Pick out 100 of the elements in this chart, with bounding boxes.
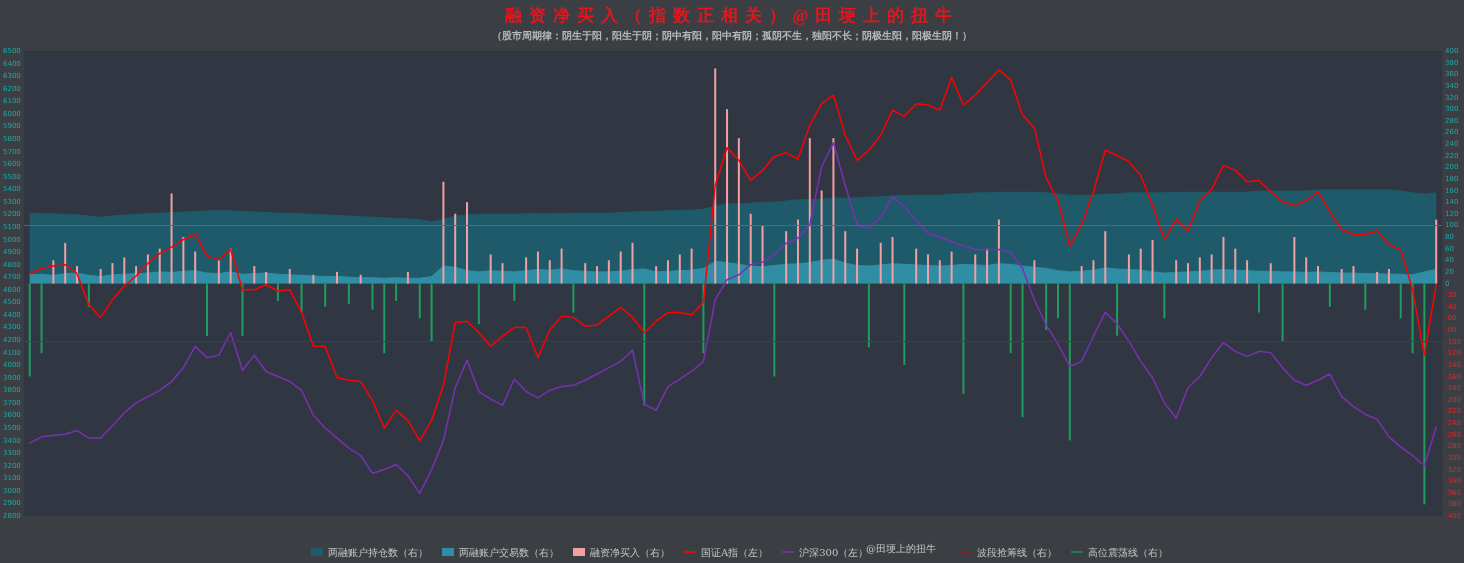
bar bbox=[442, 181, 445, 284]
bar bbox=[1163, 283, 1166, 319]
bar bbox=[832, 138, 835, 284]
line-series bbox=[28, 141, 1437, 495]
bar bbox=[1210, 254, 1213, 284]
bar bbox=[324, 283, 327, 307]
bar bbox=[1175, 260, 1178, 284]
bar bbox=[1352, 266, 1355, 284]
bar bbox=[525, 257, 528, 284]
bar bbox=[572, 283, 575, 313]
bar bbox=[1293, 237, 1296, 284]
bar bbox=[962, 283, 965, 394]
bar bbox=[997, 219, 1000, 284]
bar bbox=[40, 283, 43, 354]
bar bbox=[1198, 257, 1201, 284]
bar bbox=[903, 283, 906, 365]
bar bbox=[1269, 263, 1272, 284]
bar bbox=[761, 225, 764, 284]
bar bbox=[336, 271, 339, 284]
bar bbox=[466, 202, 469, 284]
bar bbox=[986, 248, 989, 284]
bar bbox=[1340, 268, 1343, 284]
bar bbox=[726, 109, 729, 284]
bar bbox=[300, 283, 303, 313]
bar bbox=[1151, 239, 1154, 284]
bar bbox=[1423, 283, 1426, 505]
bar bbox=[1387, 268, 1390, 284]
bar bbox=[891, 237, 894, 284]
bar bbox=[584, 263, 587, 284]
bar bbox=[808, 138, 811, 284]
bar bbox=[820, 190, 823, 284]
bar bbox=[265, 271, 268, 284]
bar bbox=[1033, 260, 1036, 284]
bar bbox=[194, 251, 197, 284]
bar bbox=[737, 138, 740, 284]
bar bbox=[1328, 283, 1331, 307]
bar bbox=[1139, 248, 1142, 284]
bar bbox=[1222, 237, 1225, 284]
bar bbox=[489, 254, 492, 284]
bar bbox=[146, 254, 149, 284]
bar bbox=[1056, 283, 1059, 319]
bar bbox=[359, 274, 362, 284]
bar bbox=[1399, 283, 1402, 319]
bar bbox=[560, 248, 563, 284]
bar bbox=[52, 260, 55, 284]
bar bbox=[950, 251, 953, 284]
bar bbox=[206, 283, 209, 336]
bar bbox=[879, 242, 882, 284]
bar bbox=[749, 213, 752, 284]
bar bbox=[655, 266, 658, 284]
bar bbox=[182, 237, 185, 284]
bar bbox=[1364, 283, 1367, 310]
bar bbox=[1234, 248, 1237, 284]
bar bbox=[64, 242, 67, 284]
bar bbox=[1080, 266, 1083, 284]
bar bbox=[1305, 257, 1308, 284]
bar bbox=[170, 193, 173, 284]
bar bbox=[926, 254, 929, 284]
bar bbox=[501, 263, 504, 284]
bar bbox=[158, 248, 161, 284]
bar bbox=[785, 231, 788, 284]
chart-subtitle: （股市周期律：阴生于阳，阳生于阴；阴中有阳，阳中有阴；孤阴不生，独阳不长；阴极生阳，阳极生阴！） bbox=[492, 29, 972, 43]
bar bbox=[1068, 283, 1071, 441]
bar bbox=[312, 274, 315, 284]
bar bbox=[631, 242, 634, 284]
bar bbox=[1257, 283, 1260, 313]
bar bbox=[1376, 271, 1379, 284]
bar bbox=[1009, 283, 1012, 354]
bar bbox=[288, 268, 291, 284]
bar bbox=[418, 283, 421, 319]
bar bbox=[607, 260, 610, 284]
bar bbox=[111, 263, 114, 284]
bar bbox=[1246, 260, 1249, 284]
bar bbox=[241, 283, 244, 336]
bar bbox=[1092, 260, 1095, 284]
bar bbox=[1127, 254, 1130, 284]
bar bbox=[915, 248, 918, 284]
bar bbox=[773, 283, 776, 377]
bar bbox=[513, 283, 516, 301]
bar bbox=[123, 257, 126, 284]
bar bbox=[938, 260, 941, 284]
bar bbox=[454, 213, 457, 284]
bar bbox=[796, 219, 799, 284]
bar bbox=[714, 68, 717, 284]
bar bbox=[1116, 283, 1119, 336]
bar bbox=[1104, 231, 1107, 284]
bar bbox=[1281, 283, 1284, 342]
legend-label: 两融账户持仓数（右） bbox=[328, 546, 428, 558]
legend-label: 两融账户交易数（右） bbox=[459, 546, 559, 558]
bar bbox=[690, 248, 693, 284]
bar bbox=[844, 231, 847, 284]
bar bbox=[1435, 219, 1438, 284]
legend-label: 国证A指（左） bbox=[701, 546, 769, 558]
bar bbox=[596, 266, 599, 284]
bar bbox=[536, 251, 539, 284]
bar bbox=[974, 254, 977, 284]
bar bbox=[856, 248, 859, 284]
bar bbox=[99, 268, 102, 284]
text: @田埂上的扭牛 bbox=[866, 542, 936, 554]
bar bbox=[548, 260, 551, 284]
